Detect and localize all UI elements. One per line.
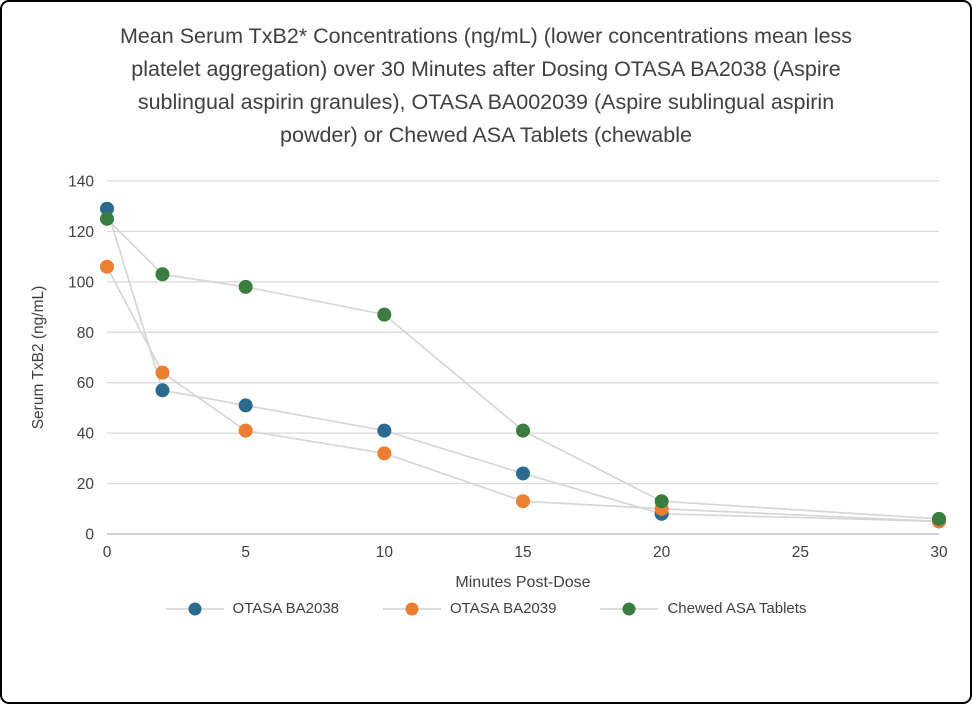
y-tick-label: 0 <box>85 527 94 544</box>
data-point <box>155 383 170 398</box>
gridlines-layer <box>107 180 939 535</box>
data-point <box>516 423 530 438</box>
legend-label: Chewed ASA Tablets <box>667 600 807 617</box>
legend-item: OTASA BA2038 <box>165 600 339 617</box>
y-tick-label: 60 <box>77 375 95 392</box>
legend-marker-icon <box>600 602 659 615</box>
data-point <box>932 511 946 526</box>
data-point <box>238 423 253 438</box>
data-point <box>516 494 530 509</box>
legend-item: OTASA BA2039 <box>383 600 556 617</box>
legend-label: OTASA BA2038 <box>232 600 339 617</box>
data-point <box>100 259 114 274</box>
x-axis-title: Minutes Post-Dose <box>455 574 590 591</box>
data-points-layer <box>100 201 946 529</box>
x-tick-label: 10 <box>376 544 394 561</box>
y-tick-label: 100 <box>68 274 94 291</box>
data-point <box>377 307 392 322</box>
data-point <box>238 398 253 413</box>
x-tick-label: 25 <box>792 544 809 561</box>
legend-item: Chewed ASA Tablets <box>600 600 806 617</box>
chart-legend: OTASA BA2038 OTASA BA2039 Chewed ASA Table… <box>2 600 970 617</box>
x-tick-label: 20 <box>653 544 671 561</box>
legend-marker-icon <box>383 602 441 615</box>
y-tick-label: 140 <box>68 174 94 191</box>
x-tick-label: 15 <box>514 544 531 561</box>
data-point <box>238 279 253 294</box>
tick-labels-layer: 0 20 40 60 80 100 120 140 0 5 10 15 20 25 30 <box>68 174 948 562</box>
data-point <box>100 201 114 216</box>
legend-label: OTASA BA2039 <box>450 600 557 617</box>
x-tick-label: 0 <box>103 544 112 561</box>
chart-plot-area: 0 20 40 60 80 100 120 140 0 5 10 15 20 25 30 Minutes P… <box>30 174 948 592</box>
data-point <box>377 423 392 438</box>
y-tick-label: 120 <box>68 224 94 241</box>
legend-marker-icon <box>165 602 224 615</box>
data-point <box>516 466 530 481</box>
chart-title: Mean Serum TxB2* Concentrations (ng/mL) … <box>119 24 853 147</box>
data-point <box>155 267 170 282</box>
data-point <box>377 446 392 461</box>
data-point <box>100 211 114 226</box>
x-tick-label: 5 <box>241 544 250 561</box>
x-tick-label: 30 <box>930 544 948 561</box>
y-tick-label: 80 <box>77 325 95 342</box>
y-tick-label: 20 <box>77 476 95 493</box>
data-point <box>654 494 669 509</box>
y-tick-label: 40 <box>77 426 95 443</box>
data-point <box>155 365 170 380</box>
y-axis-title: Serum TxB2 (ng/mL) <box>30 286 47 430</box>
